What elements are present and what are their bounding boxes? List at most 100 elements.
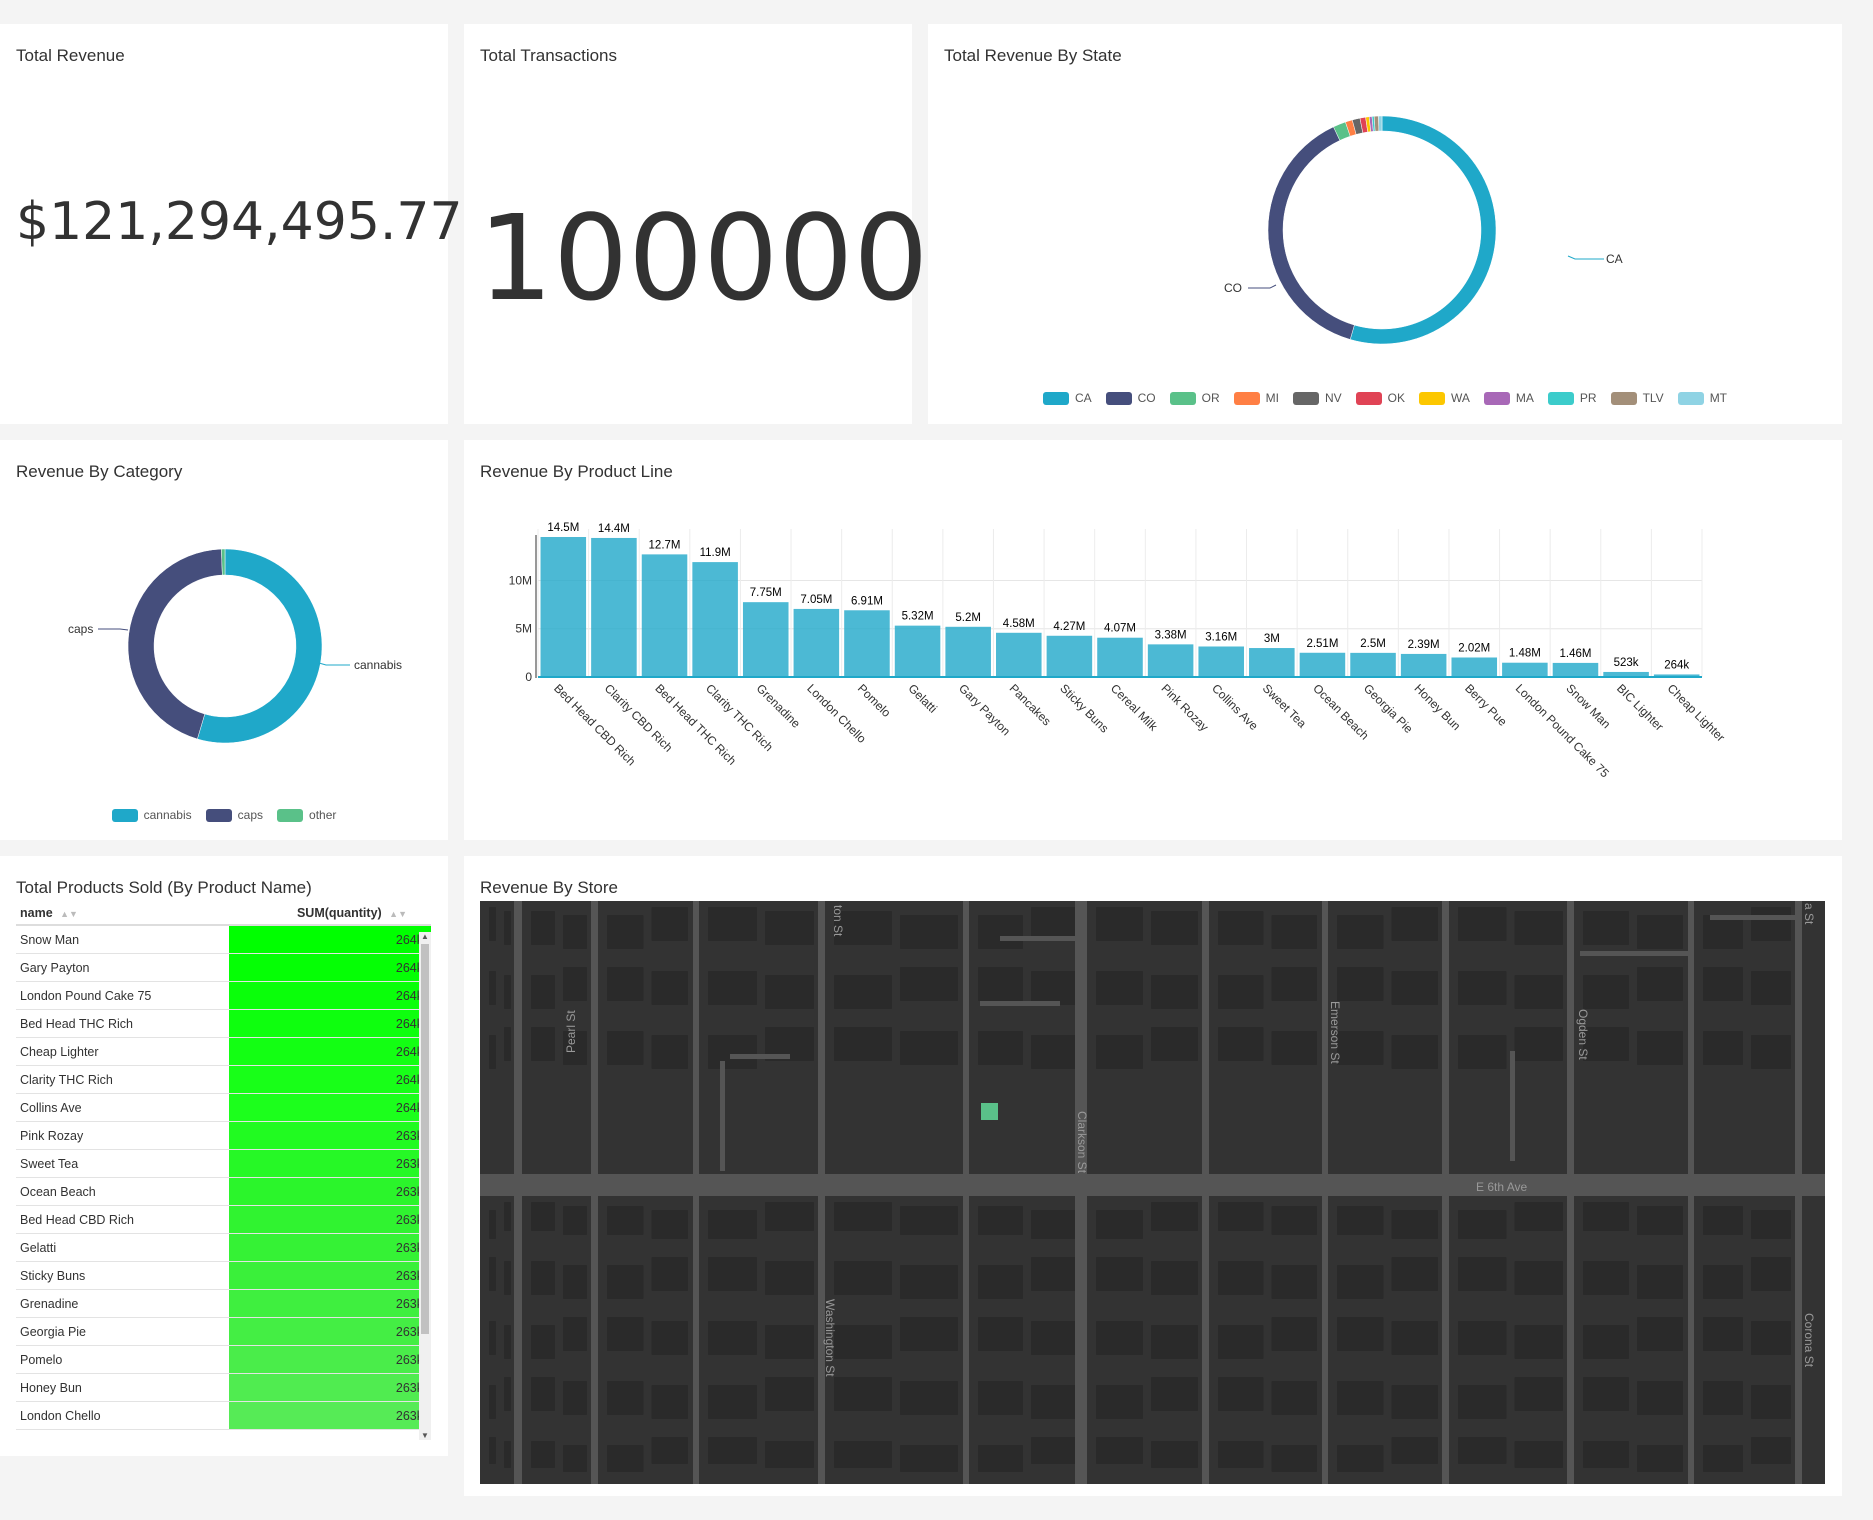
name-column-header[interactable]: name ▲▼ [16, 902, 229, 926]
donut-slice-mt[interactable] [1378, 115, 1383, 132]
table-row[interactable]: Ocean Beach 263k [16, 1177, 431, 1206]
bar[interactable] [1653, 674, 1700, 677]
table-row[interactable]: London Pound Cake 75 264k [16, 981, 431, 1010]
table-row[interactable]: Grenadine 263k [16, 1289, 431, 1318]
table-row[interactable]: Snow Man 264k [16, 925, 431, 954]
table-row[interactable]: Collins Ave 264k [16, 1093, 431, 1122]
revenue-by-store-card: Revenue By Store [464, 856, 1842, 1496]
donut-slice-caps[interactable] [127, 548, 223, 740]
table-row[interactable]: Sweet Tea 263k [16, 1149, 431, 1178]
legend-item[interactable]: TLV [1610, 391, 1664, 405]
table-row[interactable]: Sticky Buns 263k [16, 1261, 431, 1290]
state-legend: CA CO OR MI NV OK WA MA PR TLV MT [928, 391, 1842, 405]
scroll-down-arrow-icon[interactable]: ▼ [421, 1431, 429, 1440]
products-table-container[interactable]: name ▲▼ SUM(quantity) ▲▼ Snow Man 264k Gar… [16, 902, 431, 1440]
sort-icon[interactable]: ▲▼ [60, 909, 78, 919]
legend-item[interactable]: OR [1169, 391, 1220, 405]
legend-item[interactable]: CA [1042, 391, 1092, 405]
bar[interactable] [844, 610, 890, 677]
bar-value-label: 523k [1614, 657, 1639, 669]
table-row[interactable]: Bed Head THC Rich 264k [16, 1009, 431, 1038]
bar[interactable] [540, 537, 587, 677]
store-marker[interactable] [981, 1103, 998, 1120]
bar[interactable] [1552, 662, 1599, 677]
bar[interactable] [1249, 648, 1295, 677]
donut-slice-ca[interactable] [1349, 115, 1497, 345]
bar-value-label: 3.16M [1205, 631, 1237, 643]
bar[interactable] [894, 625, 941, 677]
total-revenue-card: Total Revenue $121,294,495.77 [0, 24, 463, 424]
bar[interactable] [1299, 652, 1346, 677]
bar[interactable] [1400, 653, 1447, 677]
bar[interactable] [945, 626, 991, 677]
sort-icon[interactable]: ▲▼ [389, 909, 407, 919]
street-label-emerson-st: Emerson St [1328, 1001, 1342, 1064]
map-canvas[interactable]: ton St Pearl St Emerson St Ogden St Clar… [480, 901, 1825, 1484]
quantity-cell: 264k [229, 925, 431, 954]
card-title: Revenue By Store [480, 878, 618, 897]
donut-slice-co[interactable] [1267, 126, 1355, 340]
legend-item[interactable]: caps [205, 808, 263, 822]
table-row[interactable]: Bed Head CBD Rich 263k [16, 1205, 431, 1234]
bar[interactable] [1198, 646, 1244, 677]
legend-label: CO [1137, 391, 1156, 405]
bar[interactable] [1502, 662, 1548, 677]
legend-swatch [277, 808, 304, 822]
donut-slice-tlv[interactable] [1373, 115, 1380, 132]
table-row[interactable]: Clarity THC Rich 264k [16, 1065, 431, 1094]
legend-item[interactable]: PR [1547, 391, 1597, 405]
scrollbar-thumb[interactable] [421, 944, 429, 1334]
legend-item[interactable]: other [277, 808, 336, 822]
table-row[interactable]: Gelatti 263k [16, 1233, 431, 1262]
bar[interactable] [591, 537, 637, 677]
bar[interactable] [996, 632, 1042, 677]
x-tick-label: Sweet Tea [1260, 681, 1310, 731]
bar[interactable] [742, 602, 789, 677]
card-title: Revenue By Product Line [480, 462, 673, 481]
bar-value-label: 1.48M [1509, 648, 1541, 660]
bar[interactable] [641, 554, 688, 677]
table-row[interactable]: Pomelo 263k [16, 1345, 431, 1374]
store-map[interactable]: ton St Pearl St Emerson St Ogden St Clar… [480, 901, 1825, 1484]
product-name-cell: Georgia Pie [16, 1317, 229, 1346]
bar[interactable] [1097, 637, 1143, 677]
donut-slice-other[interactable] [221, 548, 226, 576]
table-row[interactable]: Honey Bun 263k [16, 1373, 431, 1402]
scroll-up-arrow-icon[interactable]: ▲ [421, 932, 429, 941]
legend-item[interactable]: OK [1355, 391, 1405, 405]
y-tick-label: 0 [525, 670, 532, 684]
donut-slice-cannabis[interactable] [197, 548, 323, 744]
bar[interactable] [1350, 652, 1396, 677]
bar[interactable] [793, 608, 840, 677]
quantity-cell: 263k [229, 1317, 431, 1346]
legend-item[interactable]: MA [1483, 391, 1534, 405]
legend-swatch [1292, 391, 1319, 405]
legend-swatch [1419, 391, 1445, 405]
quantity-cell: 264k [229, 1065, 431, 1094]
quantity-column-header[interactable]: SUM(quantity) ▲▼ [229, 902, 431, 926]
x-tick-label: London Pound Cake 75 [1513, 681, 1612, 780]
table-row[interactable]: Gary Payton 264k [16, 953, 431, 982]
legend-item[interactable]: WA [1419, 391, 1470, 405]
legend-item[interactable]: cannabis [111, 808, 192, 822]
card-title: Total Products Sold (By Product Name) [16, 878, 312, 897]
state-label-ca: CA [1606, 252, 1623, 266]
legend-item[interactable]: MI [1233, 391, 1279, 405]
table-row[interactable]: Cheap Lighter 264k [16, 1037, 431, 1066]
bar[interactable] [1603, 671, 1649, 677]
table-scrollbar[interactable]: ▲ ▼ [419, 932, 431, 1440]
product-name-cell: Cheap Lighter [16, 1037, 229, 1066]
product-name-cell: Gelatti [16, 1233, 229, 1262]
table-row[interactable]: Georgia Pie 263k [16, 1317, 431, 1346]
legend-item[interactable]: MT [1677, 391, 1727, 405]
table-row[interactable]: London Chello 263k [16, 1401, 431, 1430]
legend-item[interactable]: CO [1105, 391, 1156, 405]
table-row[interactable]: Pink Rozay 263k [16, 1121, 431, 1150]
legend-label: cannabis [143, 808, 192, 822]
bar[interactable] [1046, 635, 1093, 677]
legend-item[interactable]: NV [1292, 391, 1342, 405]
bar[interactable] [1451, 657, 1498, 677]
bar[interactable] [1147, 644, 1194, 677]
quantity-cell: 264k [229, 1037, 431, 1066]
bar[interactable] [692, 562, 738, 677]
